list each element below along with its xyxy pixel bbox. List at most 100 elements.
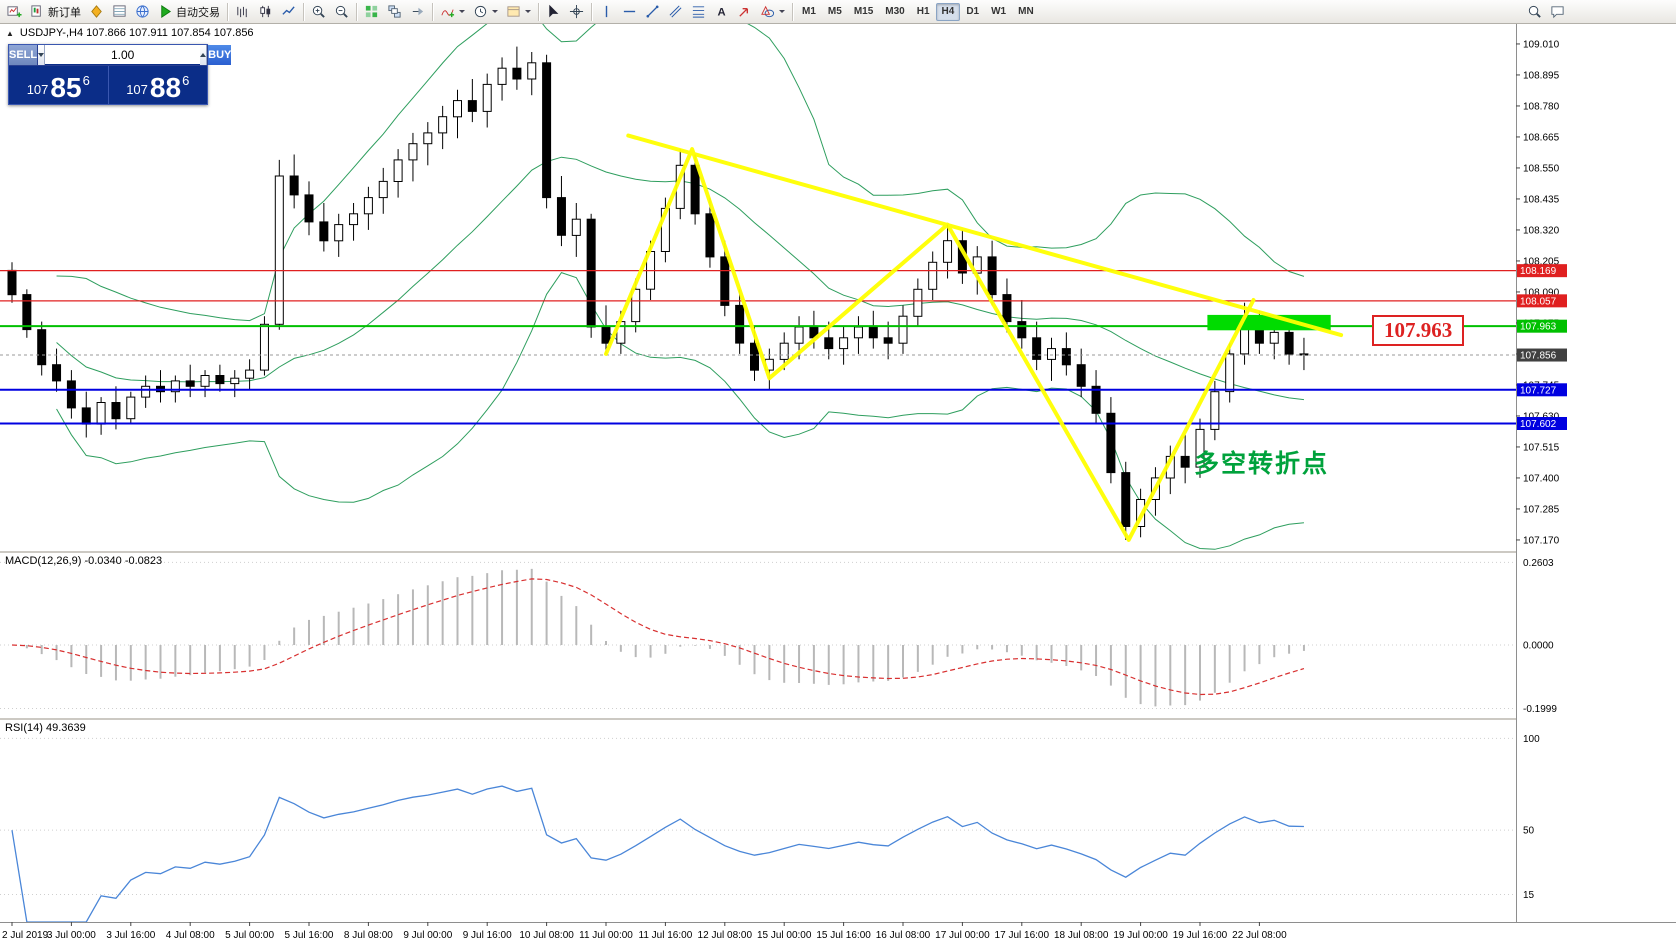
magnifier-icon <box>1527 4 1542 19</box>
svg-text:11 Jul 16:00: 11 Jul 16:00 <box>639 930 693 941</box>
svg-text:50: 50 <box>1523 826 1535 837</box>
svg-text:19 Jul 16:00: 19 Jul 16:00 <box>1173 930 1228 941</box>
bar-chart-button[interactable] <box>231 2 254 22</box>
crosshair-icon <box>569 4 584 19</box>
buy-price[interactable]: 107 88 6 <box>109 66 208 104</box>
price-axis[interactable]: 109.010 108.895 108.780 108.665 108.550 108.4… <box>1516 39 1567 901</box>
svg-text:10 Jul 08:00: 10 Jul 08:00 <box>519 930 574 941</box>
price-callout[interactable]: 107.963 <box>1372 315 1465 346</box>
vline-icon <box>599 4 614 19</box>
timeframe-h4-button[interactable]: H4 <box>935 2 961 21</box>
buy-price-pip: 6 <box>182 73 190 88</box>
timeframe-w1-button[interactable]: W1 <box>985 3 1012 21</box>
svg-text:107.515: 107.515 <box>1523 442 1560 453</box>
svg-text:0.0000: 0.0000 <box>1523 641 1554 652</box>
timeframe-d1-button[interactable]: D1 <box>960 3 985 21</box>
indicator-plus-icon <box>440 4 455 19</box>
fibonacci-button[interactable] <box>687 2 710 22</box>
community-chat-button[interactable] <box>1546 2 1569 22</box>
equidistant-channel-button[interactable] <box>664 2 687 22</box>
candles-icon <box>258 4 273 19</box>
chevron-down-icon <box>492 10 498 13</box>
volume-input[interactable] <box>45 45 201 64</box>
new-chart-button[interactable] <box>3 2 26 22</box>
market-watch-button[interactable] <box>85 2 108 22</box>
zoom-out-icon <box>334 4 349 19</box>
line-chart-button[interactable] <box>277 2 300 22</box>
svg-text:107.856: 107.856 <box>1520 351 1557 362</box>
svg-text:108.090: 108.090 <box>1523 287 1560 298</box>
svg-text:109.010: 109.010 <box>1523 39 1560 50</box>
turning-point-note[interactable]: 多空转折点 <box>1194 450 1330 478</box>
svg-text:108.320: 108.320 <box>1523 225 1560 236</box>
toolbar-separator <box>432 2 433 21</box>
svg-text:9 Jul 16:00: 9 Jul 16:00 <box>463 930 512 941</box>
buy-button[interactable]: BUY <box>207 45 232 65</box>
new-order-button-label: 新订单 <box>48 6 81 19</box>
chart-shift-button[interactable] <box>406 2 429 22</box>
tile-windows-button[interactable] <box>360 2 383 22</box>
chevron-down-icon <box>38 53 45 57</box>
svg-text:108.435: 108.435 <box>1523 194 1560 205</box>
quick-search-button[interactable] <box>1523 2 1546 22</box>
navigator-button[interactable] <box>131 2 154 22</box>
cascade-windows-button[interactable] <box>383 2 406 22</box>
fibo-icon <box>691 4 706 19</box>
periods-button[interactable] <box>469 2 502 22</box>
autotrading-button[interactable]: 自动交易 <box>154 2 224 22</box>
toolbar-separator <box>303 2 304 21</box>
timeframe-m30-button[interactable]: M30 <box>879 3 910 21</box>
svg-text:107.727: 107.727 <box>1520 385 1557 396</box>
shapes-button[interactable] <box>756 2 789 22</box>
sell-button[interactable]: SELL <box>9 45 39 65</box>
svg-text:107.285: 107.285 <box>1523 504 1560 515</box>
zoom-in-button[interactable] <box>307 2 330 22</box>
arrow-object-button[interactable] <box>733 2 756 22</box>
svg-text:100: 100 <box>1523 734 1540 745</box>
vertical-line-button[interactable] <box>595 2 618 22</box>
timeframe-m15-button[interactable]: M15 <box>848 3 879 21</box>
volume-down-button[interactable] <box>38 45 46 65</box>
trendline-annotations[interactable] <box>604 133 1344 542</box>
toolbar-separator <box>356 2 357 21</box>
timeframe-m1-button[interactable]: M1 <box>796 3 822 21</box>
text-label-button[interactable]: A <box>710 2 733 22</box>
toolbar-buttons: 新订单 自动交易 A M1 M5 M15 M30 H1 H4 D1 W1 MN <box>3 2 1040 22</box>
panel-separator[interactable] <box>0 718 1676 720</box>
timeframe-mn-button[interactable]: MN <box>1012 3 1040 21</box>
templates-button[interactable] <box>502 2 535 22</box>
bollinger-bands-layer <box>56 24 1305 550</box>
panel-separator[interactable] <box>0 551 1676 553</box>
trendline-button[interactable] <box>641 2 664 22</box>
horizontal-lines-layer[interactable] <box>0 270 1516 425</box>
svg-text:3 Jul 00:00: 3 Jul 00:00 <box>47 930 96 941</box>
timeframe-h1-button[interactable]: H1 <box>911 3 936 21</box>
new-order-icon <box>30 4 45 19</box>
zoom-out-button[interactable] <box>330 2 353 22</box>
price-chart[interactable]: 109.010 108.895 108.780 108.665 108.550 108.4… <box>0 24 1676 948</box>
timeframe-m5-button[interactable]: M5 <box>822 3 848 21</box>
line-icon <box>281 4 296 19</box>
data-window-button[interactable] <box>108 2 131 22</box>
macd-panel[interactable] <box>11 568 1305 707</box>
svg-text:108.780: 108.780 <box>1523 101 1560 112</box>
autotrading-button-label: 自动交易 <box>176 6 220 19</box>
candlestick-chart-button[interactable] <box>254 2 277 22</box>
tile-icon <box>387 4 402 19</box>
horizontal-line-button[interactable] <box>618 2 641 22</box>
data-window-icon <box>112 4 127 19</box>
volume-up-button[interactable] <box>200 45 208 65</box>
rsi-panel[interactable] <box>11 785 1304 923</box>
chart-window[interactable]: 109.010 108.895 108.780 108.665 108.550 108.4… <box>0 24 1676 948</box>
svg-text:16 Jul 08:00: 16 Jul 08:00 <box>876 930 931 941</box>
svg-text:107.400: 107.400 <box>1523 473 1560 484</box>
new-order-button[interactable]: 新订单 <box>26 2 85 22</box>
shapes-icon <box>760 4 775 19</box>
crosshair-button[interactable] <box>565 2 588 22</box>
sell-price[interactable]: 107 85 6 <box>9 66 109 104</box>
market-watch-icon <box>89 4 104 19</box>
buy-price-big: 88 <box>149 72 182 103</box>
cursor-button[interactable] <box>542 2 565 22</box>
indicators-button[interactable] <box>436 2 469 22</box>
